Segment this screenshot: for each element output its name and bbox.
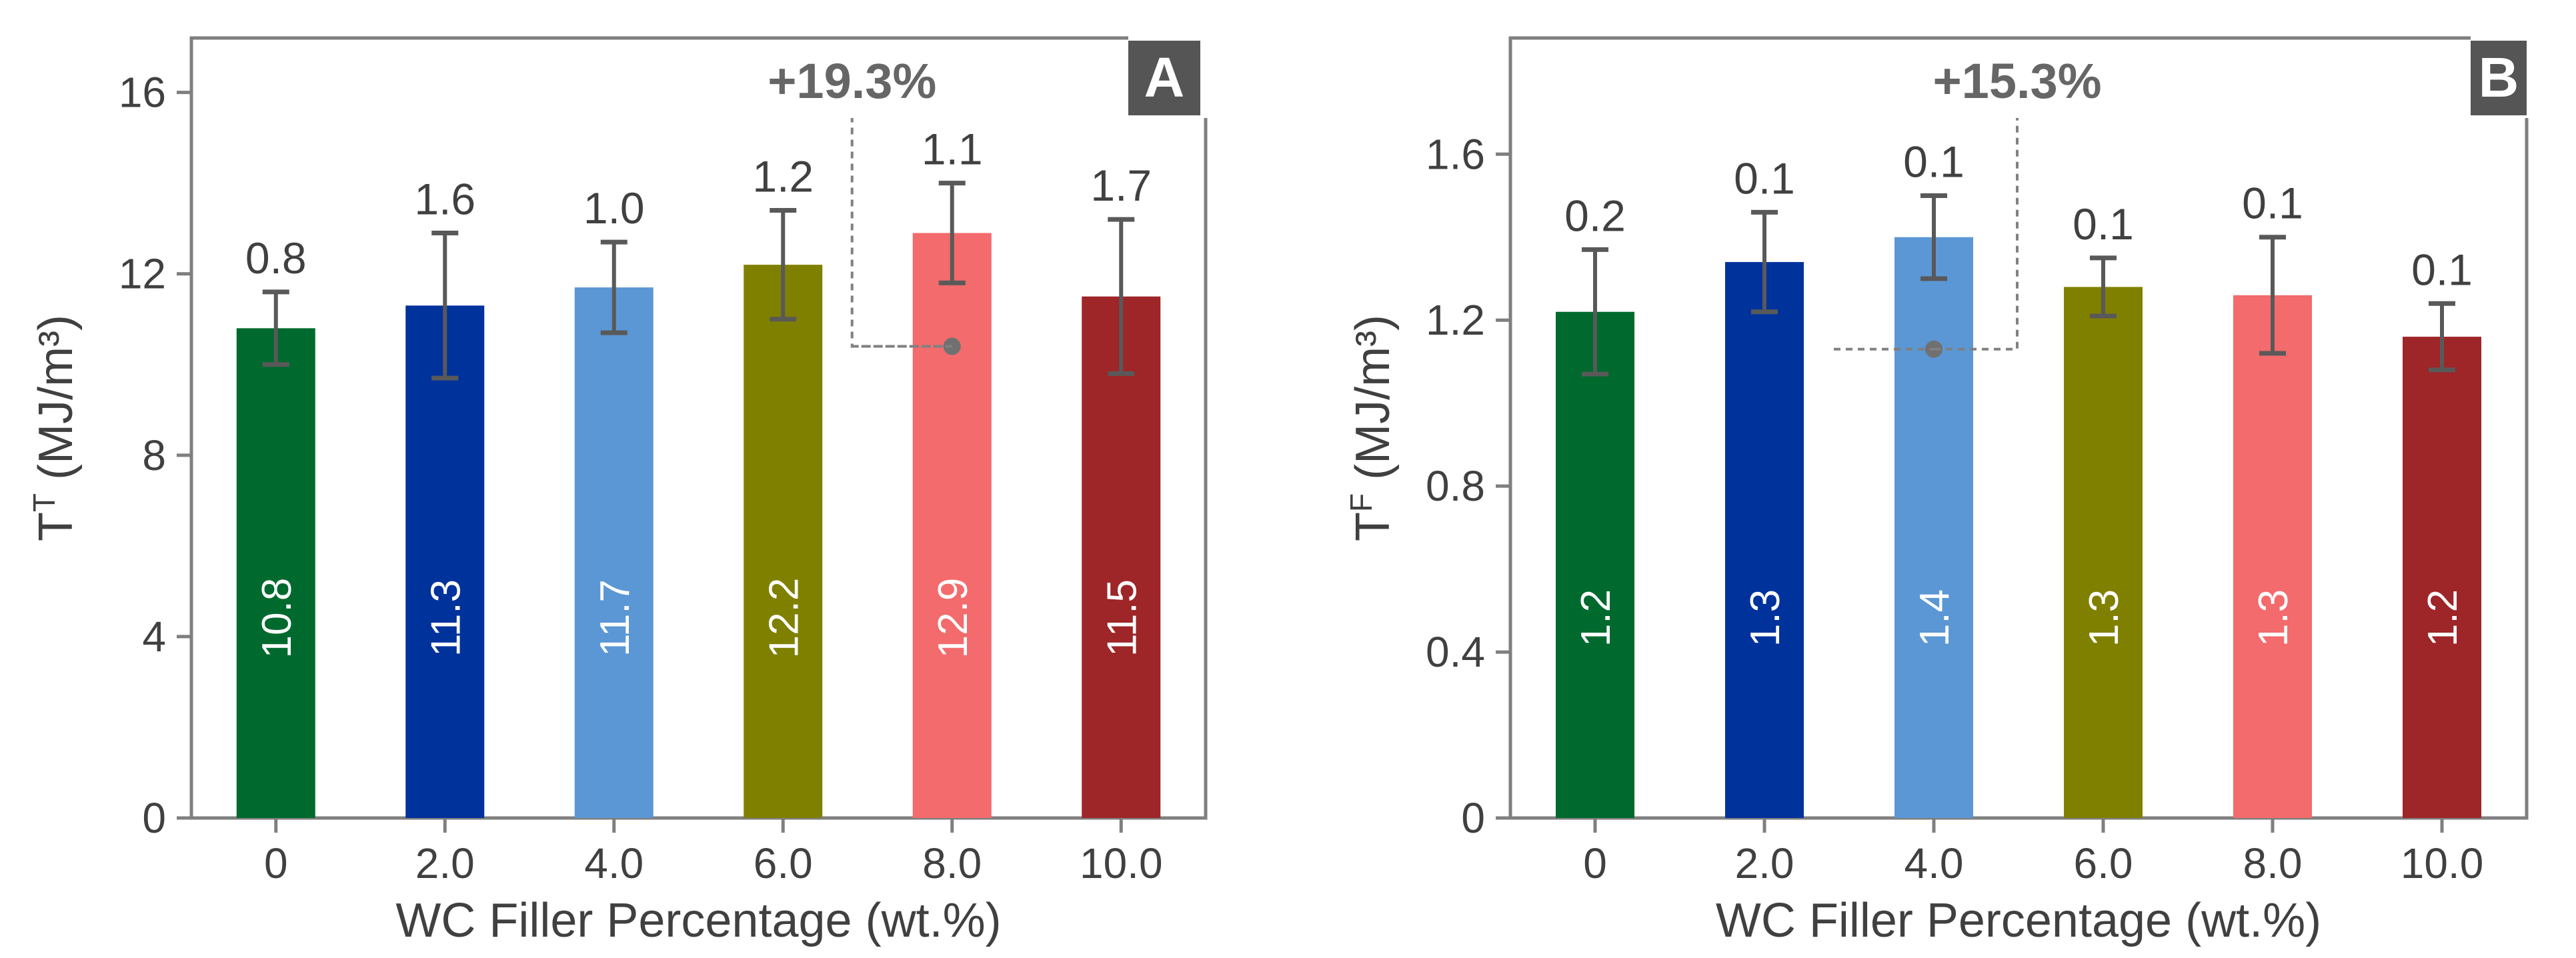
y-axis-unit: (MJ/m³) [1346,315,1400,493]
annotation-connector [1934,118,2019,351]
annotation-connector [850,118,952,348]
x-tick-label: 0 [1583,839,1607,887]
axis-frame [189,36,1208,820]
y-tick-label: 1.6 [1426,130,1485,178]
error-label: 1.6 [414,175,475,224]
error-label: 1.2 [752,151,814,201]
error-label: 0.1 [2411,245,2473,294]
y-axis-superscript: T [27,493,61,512]
y-tick-label: 0.4 [1426,628,1485,676]
y-tick-label: 8 [142,431,166,479]
bar [236,328,315,818]
y-tick-label: 0 [1461,794,1485,842]
x-tick-label: 8.0 [2243,839,2303,887]
x-axis-title: WC Filler Percentage (wt.%) [1716,894,2321,947]
x-tick-label: 4.0 [584,839,643,887]
error-label: 1.7 [1090,161,1152,210]
bar [1894,237,1973,819]
x-tick-label: 2.0 [1735,839,1794,887]
y-tick-label: 16 [119,69,166,117]
error-label: 0.8 [245,233,307,283]
bar-value-label: 11.3 [423,579,469,657]
x-axis-title: WC Filler Percentage (wt.%) [395,894,1001,947]
y-tick-label: 0.8 [1426,462,1485,510]
panel-tag-letter: B [2479,46,2519,109]
bar-value-label: 10.8 [254,578,300,659]
panel-b: B 0 0.4 0.8 1.2 1.6 TF (MJ/m³) WC Filler Percen… [1344,36,2529,947]
x-tick-label: 10.0 [2401,839,2484,887]
y-axis-superscript: F [1344,493,1378,512]
bar-value-label: 1.3 [1742,589,1788,647]
error-label: 1.1 [922,125,983,174]
y-tick-label: 4 [142,613,166,661]
error-label: 1.0 [583,183,645,233]
panel-tag-letter: A [1144,46,1185,109]
bar-value-label: 12.2 [761,578,807,659]
x-tick-label: 2.0 [415,839,475,887]
x-tick-label: 10.0 [1080,839,1163,887]
bar-value-label: 1.2 [2420,589,2466,647]
bar-value-label: 11.7 [592,579,638,657]
y-tick-label: 1.2 [1426,296,1485,344]
x-tick-label: 0 [264,839,288,887]
x-tick-label: 6.0 [2074,839,2133,887]
bar [912,233,992,818]
bar [574,287,654,818]
bar-value-label: 1.4 [1912,589,1958,647]
bar [744,265,823,818]
y-axis-title: TT (MJ/m³) [27,315,83,541]
bar-value-label: 11.5 [1099,579,1145,657]
bar-value-label: 12.9 [930,578,976,659]
x-tick-label: 8.0 [922,839,982,887]
y-axis-unit: (MJ/m³) [29,315,83,493]
panel-tag-box [1128,41,1200,115]
error-label: 0.1 [1734,153,1795,203]
error-label: 0.1 [2073,199,2134,249]
bar [2233,295,2312,818]
bar [405,305,485,818]
y-axis-symbol: T [29,512,83,541]
error-label: 0.2 [1564,191,1626,240]
y-axis-title: TF (MJ/m³) [1344,315,1400,541]
error-label: 0.1 [1903,137,1965,186]
bar-value-label: 1.3 [2081,589,2127,647]
bar [2064,287,2143,818]
bar [1556,311,1634,818]
panel-tag-box [2471,41,2527,115]
bar [1725,262,1804,818]
bar [1082,296,1161,818]
annotation-percent: +19.3% [768,53,936,109]
x-tick-label: 6.0 [754,839,813,887]
annotation-percent: +15.3% [1933,53,2101,109]
y-tick-label: 12 [119,250,166,298]
y-tick-label: 0 [142,794,166,842]
bar-value-label: 1.3 [2251,589,2297,647]
bar-value-label: 1.2 [1573,589,1619,647]
panel-a: A 0 4 8 12 16 TT (MJ/m³) WC Filler Percentage (… [27,36,1208,947]
x-tick-label: 4.0 [1904,839,1964,887]
y-axis-symbol: T [1346,512,1400,541]
error-label: 0.1 [2242,179,2303,228]
bar [2403,337,2481,819]
